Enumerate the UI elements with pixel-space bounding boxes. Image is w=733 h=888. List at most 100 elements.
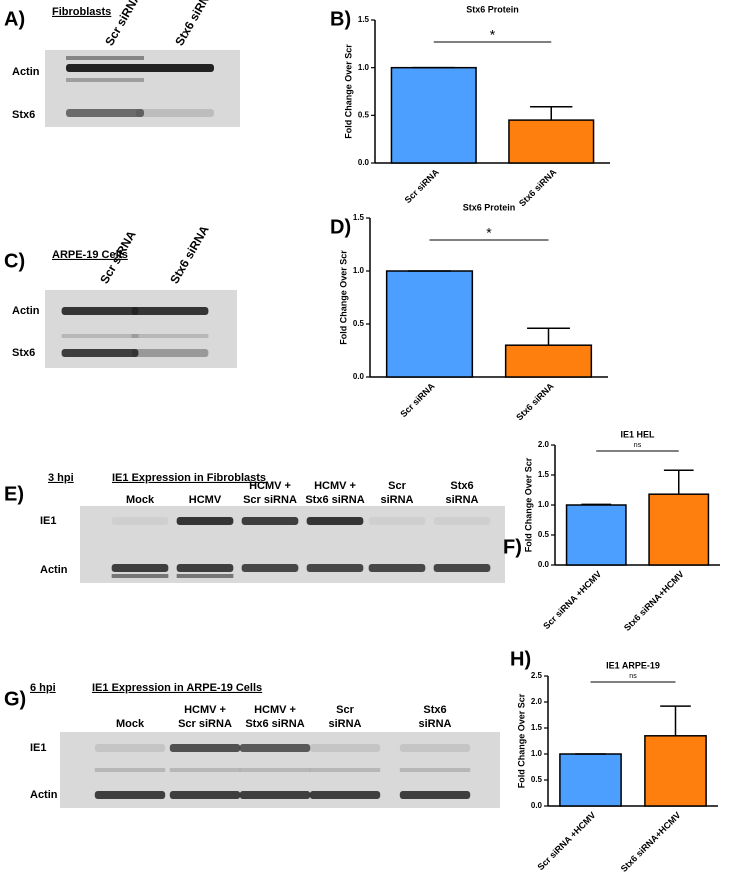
- lane-label: Scr siRNA: [243, 494, 297, 506]
- error-bar: [660, 705, 691, 736]
- band: [241, 517, 299, 525]
- band: [66, 64, 144, 72]
- y-axis-label: Fold Change Over Scr: [338, 250, 348, 345]
- y-tick-label: 0.0: [353, 372, 365, 381]
- band: [111, 574, 169, 578]
- band: [368, 517, 426, 525]
- bar: [565, 504, 627, 566]
- lane-label: Stx6 siRNA: [305, 494, 364, 506]
- row-label: Actin: [12, 66, 40, 78]
- band: [169, 768, 241, 772]
- x-tick-label: Stx6 siRNA+HCMV: [619, 810, 683, 874]
- error-bar: [530, 106, 573, 121]
- bar: [390, 66, 477, 164]
- y-axis-label: Fold Change Over Scr: [516, 693, 526, 788]
- error-bar: [527, 327, 570, 346]
- bar: [508, 119, 595, 164]
- y-tick-label: 1.5: [358, 15, 370, 24]
- y-tick-label: 2.5: [531, 671, 543, 680]
- band: [94, 768, 166, 772]
- lane-label: HCMV +: [254, 704, 296, 716]
- y-tick-label: 1.0: [531, 749, 543, 758]
- band: [306, 517, 364, 525]
- bar: [644, 735, 707, 807]
- panel-letter: D): [330, 216, 351, 238]
- chart-title: Stx6 Protein: [463, 202, 516, 212]
- panel-letter: A): [4, 8, 25, 30]
- blot-title: ARPE-19 Cells: [52, 249, 128, 261]
- band: [368, 564, 426, 572]
- band: [111, 517, 169, 525]
- x-tick-label: Stx6 siRNA: [517, 167, 559, 209]
- lane-label: siRNA: [418, 718, 451, 730]
- y-axis-label: Fold Change Over Scr: [523, 457, 533, 552]
- lane-label: Mock: [126, 494, 155, 506]
- row-label: IE1: [30, 742, 47, 754]
- band: [61, 307, 139, 315]
- band: [131, 307, 209, 315]
- y-tick-label: 1.5: [538, 470, 550, 479]
- y-tick-label: 1.0: [353, 266, 365, 275]
- row-label: Stx6: [12, 347, 35, 359]
- band: [309, 744, 381, 752]
- y-tick-label: 0.5: [358, 110, 370, 119]
- row-label: Actin: [12, 305, 40, 317]
- row-label: Stx6: [12, 109, 35, 121]
- band: [399, 768, 471, 772]
- row-label: Actin: [40, 564, 68, 576]
- lane-label: siRNA: [328, 718, 361, 730]
- row-label: Actin: [30, 789, 58, 801]
- bar: [385, 270, 474, 378]
- panel-letter: G): [4, 688, 26, 710]
- error-bar: [663, 469, 694, 495]
- y-tick-label: 0.0: [358, 158, 370, 167]
- y-tick-label: 1.5: [353, 213, 365, 222]
- panel-letter: C): [4, 250, 25, 272]
- panel-letter: B): [330, 8, 351, 30]
- band: [66, 56, 144, 60]
- chart-title: IE1 ARPE-19: [606, 660, 660, 670]
- band: [309, 791, 381, 799]
- blot-title: IE1 Expression in Fibroblasts: [112, 472, 266, 484]
- significance-label: ns: [629, 673, 637, 680]
- lane-label: Mock: [116, 718, 145, 730]
- band: [241, 564, 299, 572]
- y-tick-label: 0.0: [531, 801, 543, 810]
- y-tick-label: 1.0: [358, 63, 370, 72]
- lane-label: siRNA: [445, 494, 478, 506]
- band: [239, 768, 311, 772]
- panel-letter: H): [510, 648, 531, 670]
- band: [61, 334, 139, 338]
- blot-title: Fibroblasts: [52, 6, 111, 18]
- bar: [504, 344, 593, 378]
- panel-letter: F): [503, 536, 522, 558]
- y-tick-label: 2.0: [538, 440, 550, 449]
- lane-label: Stx6: [423, 704, 446, 716]
- band: [309, 768, 381, 772]
- lane-label: Stx6 siRNA: [245, 718, 304, 730]
- band: [433, 564, 491, 572]
- band: [169, 791, 241, 799]
- lane-label: siRNA: [380, 494, 413, 506]
- x-tick-label: Scr siRNA +HCMV: [535, 810, 597, 872]
- band: [399, 791, 471, 799]
- band: [306, 564, 364, 572]
- band: [239, 744, 311, 752]
- y-tick-label: 1.5: [531, 723, 543, 732]
- band: [399, 744, 471, 752]
- band: [66, 109, 144, 117]
- bar: [648, 493, 710, 566]
- band: [61, 349, 139, 357]
- band: [176, 517, 234, 525]
- band: [131, 334, 209, 338]
- lane-label: Scr siRNA: [178, 718, 232, 730]
- x-tick-label: Stx6 siRNA+HCMV: [622, 569, 686, 633]
- band: [176, 574, 234, 578]
- error-bar: [581, 503, 612, 506]
- y-tick-label: 1.0: [538, 500, 550, 509]
- band: [136, 64, 214, 72]
- band: [136, 109, 214, 117]
- x-tick-label: Scr siRNA +HCMV: [541, 569, 603, 631]
- lane-label: HCMV +: [184, 704, 226, 716]
